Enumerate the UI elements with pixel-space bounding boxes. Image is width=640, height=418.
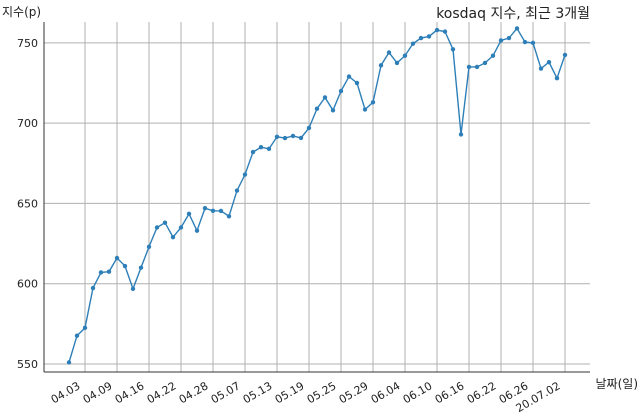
data-point	[234, 188, 240, 193]
x-tick-label: 06.10	[401, 379, 435, 406]
x-axis-label: 날짜(일)	[596, 377, 638, 391]
data-point	[554, 75, 560, 81]
data-point	[98, 270, 104, 275]
data-point	[402, 53, 408, 58]
data-point	[258, 145, 264, 150]
data-point	[90, 285, 96, 291]
y-tick-label: 700	[17, 117, 38, 130]
data-point	[74, 333, 80, 338]
data-point	[562, 52, 568, 58]
data-point	[122, 263, 128, 269]
data-point	[242, 172, 248, 177]
data-point	[178, 225, 184, 230]
data-point	[130, 286, 136, 292]
series-line	[68, 27, 566, 363]
data-point	[482, 60, 488, 66]
data-point	[274, 134, 280, 139]
data-point	[66, 360, 72, 365]
data-point	[426, 34, 432, 39]
y-tick-label: 550	[17, 358, 38, 371]
data-point	[298, 135, 304, 141]
data-point	[306, 125, 312, 131]
data-point	[106, 269, 112, 274]
data-point	[330, 108, 336, 113]
data-point	[202, 206, 208, 211]
data-point	[266, 146, 272, 152]
data-point	[394, 60, 400, 66]
data-point	[210, 208, 216, 214]
data-point	[466, 64, 472, 70]
data-point	[538, 66, 544, 71]
data-point	[498, 38, 504, 43]
data-point	[170, 234, 176, 240]
data-point	[338, 88, 344, 94]
data-point	[138, 265, 144, 270]
y-tick-label: 650	[17, 197, 38, 210]
x-tick-label: 05.13	[241, 379, 275, 406]
data-point	[226, 214, 232, 219]
tick-labels: 550 600 650 700 750 04.0304.0904.1604.2204.28…	[17, 37, 563, 415]
data-point	[450, 47, 456, 52]
data-point	[458, 132, 464, 137]
data-point	[186, 211, 192, 217]
data-point	[386, 50, 392, 55]
data-point	[346, 74, 352, 79]
chart-title: kosdaq 지수, 최근 3개월	[436, 6, 590, 22]
x-tick-label: 04.03	[49, 379, 83, 406]
data-point	[250, 149, 256, 155]
data-point	[514, 26, 520, 31]
data-point	[418, 35, 424, 41]
data-point	[530, 40, 536, 46]
x-tick-label: 06.04	[369, 379, 403, 406]
data-point	[154, 225, 160, 230]
data-point	[362, 107, 368, 112]
data-point	[474, 64, 480, 70]
y-tick-label: 600	[17, 278, 38, 291]
data-point	[354, 80, 360, 86]
x-tick-label: 04.28	[177, 379, 211, 406]
series	[66, 26, 568, 365]
y-axis-label: 지수(p)	[2, 5, 41, 19]
x-tick-label: 05.07	[209, 379, 243, 406]
x-tick-label: 04.22	[145, 379, 179, 406]
data-point	[410, 41, 416, 46]
x-tick-label: 04.16	[113, 379, 147, 406]
data-point	[314, 106, 320, 111]
data-point	[146, 244, 152, 249]
data-point	[490, 53, 496, 58]
x-tick-label: 05.25	[305, 379, 339, 406]
data-point	[370, 100, 376, 105]
data-point	[442, 29, 448, 34]
data-point	[218, 208, 224, 214]
data-point	[434, 27, 440, 33]
data-point	[282, 135, 288, 141]
x-tick-label: 06.22	[465, 379, 499, 406]
x-tick-label: 05.19	[273, 379, 307, 406]
axes	[43, 22, 590, 373]
x-tick-label: 05.29	[337, 379, 371, 406]
data-point	[82, 325, 88, 331]
x-tick-label: 04.09	[81, 379, 115, 406]
grid	[44, 22, 590, 372]
data-point	[522, 39, 528, 45]
x-tick-label: 06.16	[433, 379, 467, 406]
data-point	[162, 220, 168, 225]
y-tick-label: 750	[17, 37, 38, 50]
data-point	[114, 255, 120, 261]
data-point	[506, 35, 512, 41]
data-point	[290, 133, 296, 139]
data-point	[322, 95, 328, 100]
data-point	[378, 63, 384, 68]
data-point	[194, 228, 200, 233]
data-point	[546, 59, 552, 65]
